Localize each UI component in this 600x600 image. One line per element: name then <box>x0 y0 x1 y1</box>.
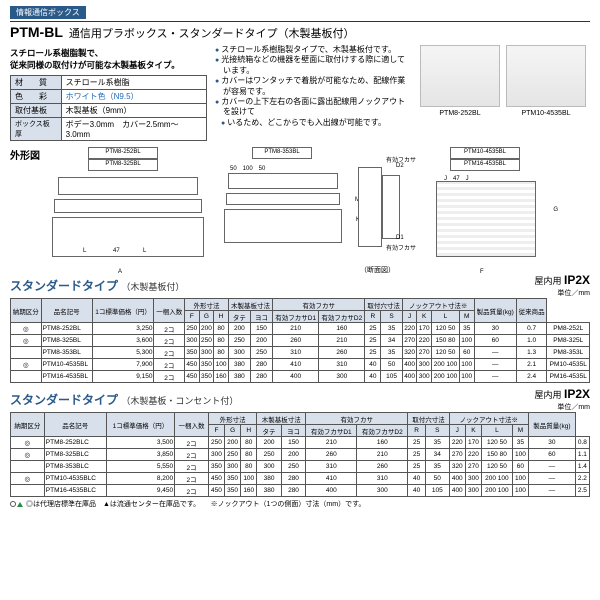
cross-section-diagram: 有効フカサ D2 有効フカサ D1 （断面図） <box>356 147 426 267</box>
subtitle-l2: 従来同様の取付けが可能な木製基板タイプ。 <box>10 60 180 70</box>
table-row: PTM8-353BLC5,5502コ3503008030025031026025… <box>11 461 590 473</box>
table-row: ◎PTM8-325BL3,6002コ3002508025020026021025… <box>11 335 590 347</box>
table-row: ◎PTM8-252BL3,2502コ2502008020015021016025… <box>11 323 590 335</box>
outline-diagram-2: PTM8-353BL 50 100 50 M K <box>222 147 352 267</box>
product-photo-1 <box>420 45 500 107</box>
table-row: ◎PTM8-252BLC3,5002コ250200802001502101602… <box>11 437 590 449</box>
spec-table: 材 質スチロール系樹脂 色 彩ホワイト色（N9.5） 取付基板木製基板（9mm）… <box>10 75 207 141</box>
subtitle-l1: スチロール系樹脂製で、 <box>10 48 103 58</box>
outline-diagram-1: PTM8-252BL PTM8-325BL L 47 L A <box>48 147 218 267</box>
model-desc: 通信用プラボックス・スタンダードタイプ（木製基板付） <box>69 25 355 41</box>
info-badge: 情報通信ボックス <box>10 6 86 19</box>
spec-table-1: 納期区分 品名記号 1コ標準価格（円） 一梱入数 外形寸法 木製基板寸法 有効フ… <box>10 298 590 383</box>
outline-diagram-3: PTM10-4535BL PTM16-4535BL J 47 J F G <box>430 147 550 267</box>
table-row: PTM16-4535BL9,1502コ450350160380280400300… <box>11 371 590 383</box>
diagram-title: 外形図 <box>10 147 40 162</box>
table-row: PTM16-4535BLC9,4502コ45035016038028040030… <box>11 485 590 497</box>
table1-title: スタンダードタイプ <box>10 279 118 293</box>
model-code: PTM-BL <box>10 24 63 40</box>
table-row: ◎PTM8-325BLC3,8502コ300250802502002602102… <box>11 449 590 461</box>
footnote: ◎は代理店標準在庫品 ▲は流通センター在庫品です。 ※ノックアウト（1つの側面）… <box>10 499 590 509</box>
ip-rating-1: IP2X <box>564 273 590 287</box>
product-photo-2 <box>506 45 586 107</box>
table-row: PTM8-353BL5,3002コ35030080300250310260253… <box>11 347 590 359</box>
ip-rating-2: IP2X <box>564 387 590 401</box>
table2-title: スタンダードタイプ <box>10 393 118 407</box>
table-row: ◎PTM10-4535BL7,9002コ45035010038028041031… <box>11 359 590 371</box>
table-row: ◎PTM10-4535BLC8,2002コ4503501003802804103… <box>11 473 590 485</box>
feature-list: スチロール系樹脂製タイプで、木製基板付です。 光接続箱などの機器を壁面に取付けす… <box>215 45 412 128</box>
spec-table-2: 納期区分 品名記号 1コ標準価格（円） 一梱入数 外形寸法 木製基板寸法 有効フ… <box>10 412 590 497</box>
